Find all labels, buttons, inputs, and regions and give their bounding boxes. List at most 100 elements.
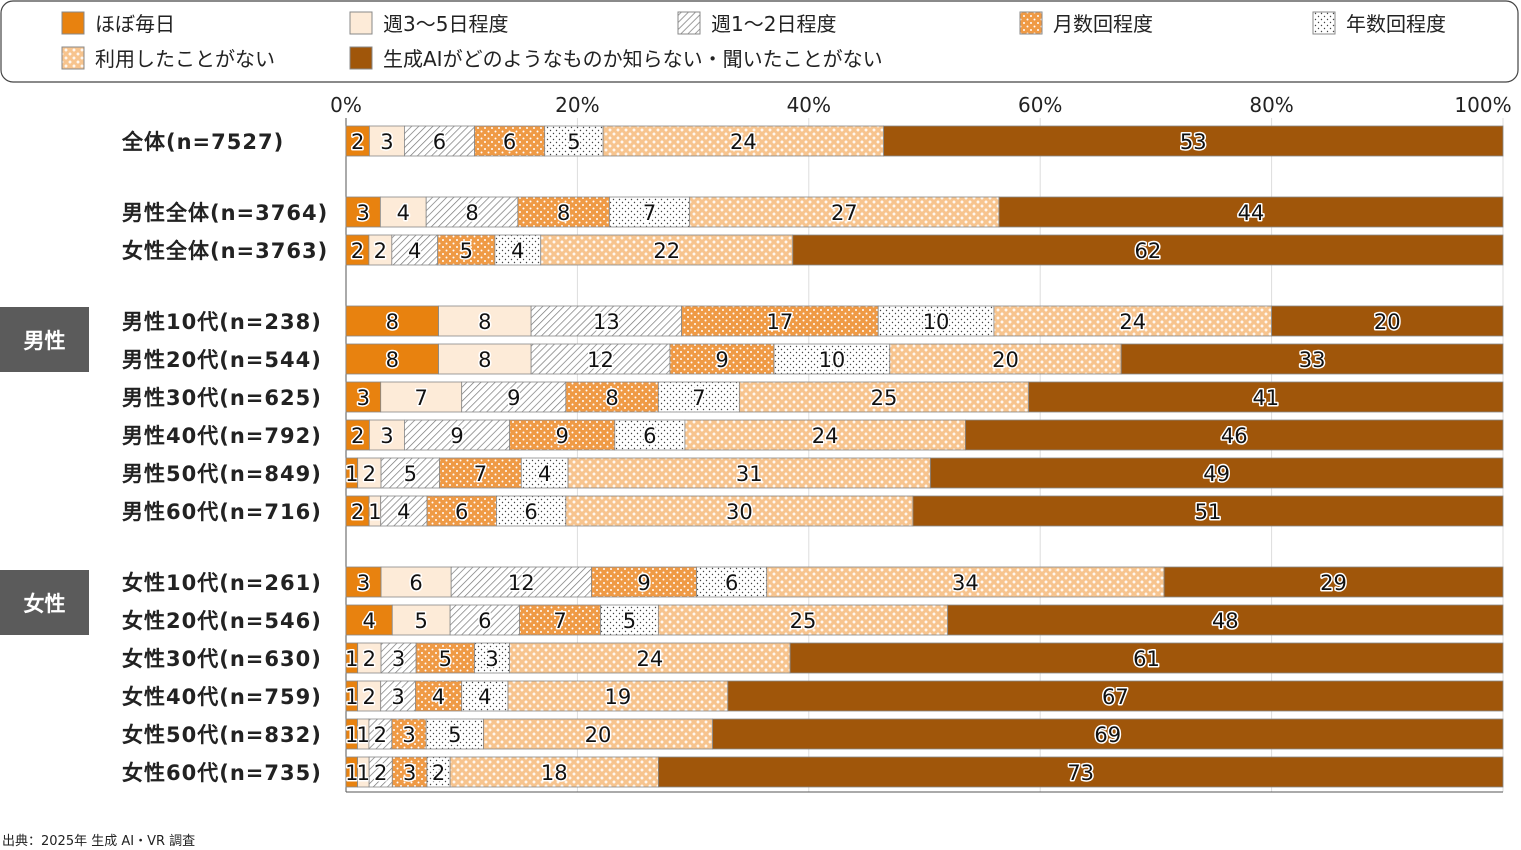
- legend-label: ほぼ毎日: [95, 12, 175, 36]
- x-tick-label: 60%: [1018, 93, 1062, 117]
- data-label: 31: [736, 462, 763, 486]
- data-label: 1: [345, 685, 358, 709]
- row-label: 女性40代(n=759): [122, 685, 322, 709]
- data-label: 46: [1221, 424, 1248, 448]
- data-label: 1: [345, 462, 358, 486]
- data-label: 6: [478, 609, 491, 633]
- bar-segment: [483, 718, 713, 750]
- bar-segment: [567, 457, 931, 489]
- bar-row: 男性30代(n=625) 3 7 9 8 7 25 41: [122, 381, 1504, 413]
- data-label: 69: [1094, 723, 1121, 747]
- data-label: 17: [767, 310, 794, 334]
- bar-row: 女性20代(n=546) 4 5 6 7 5 25 48: [122, 604, 1504, 636]
- data-label: 2: [351, 239, 364, 263]
- data-label: 3: [392, 647, 405, 671]
- legend-swatch: [1019, 11, 1043, 35]
- legend-label: 週1〜2日程度: [711, 12, 836, 36]
- bar-segment: [947, 604, 1504, 636]
- bar-segment: [1271, 305, 1504, 337]
- bar-segment: [883, 125, 1504, 157]
- data-label: 3: [403, 761, 416, 785]
- group-label: 女性: [24, 592, 66, 616]
- row-label: 男性20代(n=544): [122, 348, 322, 372]
- bar-segment: [544, 125, 604, 157]
- data-label: 2: [351, 500, 364, 524]
- x-tick-label: 80%: [1249, 93, 1293, 117]
- row-label: 男性10代(n=238): [122, 310, 322, 334]
- bar-segment: [689, 196, 1000, 228]
- data-label: 53: [1180, 130, 1207, 154]
- bar-segment: [1163, 566, 1504, 598]
- row-label: 男性全体(n=3764): [122, 201, 328, 225]
- bar-segment: [507, 680, 729, 712]
- bar-row: 女性60代(n=735) 11 2 3 2 18 73: [122, 756, 1504, 788]
- bar-row: 男性10代(n=238) 8 8 13 17 10 24 20: [122, 305, 1504, 337]
- legend-swatch: [677, 11, 701, 35]
- bar-segment: [738, 381, 1030, 413]
- data-label: 6: [455, 500, 468, 524]
- data-label: 24: [812, 424, 839, 448]
- bar-segment: [426, 495, 497, 527]
- data-label: 3: [391, 685, 404, 709]
- bar-segment: [345, 604, 393, 636]
- bar-segment: [391, 756, 428, 788]
- data-label: 29: [1320, 571, 1347, 595]
- bar-row: 男性40代(n=792) 2 3 9 9 6 24 46: [122, 419, 1504, 451]
- bar-row: 女性10代(n=261) 3 6 12 9 6 34 29: [122, 566, 1504, 598]
- gridlines: [345, 118, 1504, 793]
- data-label: 25: [871, 386, 898, 410]
- data-label: 6: [643, 424, 656, 448]
- bar-segment: [657, 604, 949, 636]
- bar-segment: [889, 343, 1122, 375]
- data-label: 3: [485, 647, 498, 671]
- data-label: 12: [508, 571, 535, 595]
- data-label: 1: [357, 761, 370, 785]
- bar-segment: [614, 419, 686, 451]
- data-label: 20: [585, 723, 612, 747]
- legend-label: 年数回程度: [1346, 12, 1446, 36]
- data-label: 12: [587, 348, 614, 372]
- data-label: 22: [653, 239, 680, 263]
- bar-segment: [380, 457, 440, 489]
- legend-swatch: [349, 11, 373, 35]
- data-label: 27: [831, 201, 858, 225]
- legend-label: 月数回程度: [1053, 12, 1153, 36]
- data-label: 2: [374, 723, 387, 747]
- bar-segment: [438, 305, 532, 337]
- data-label: 4: [397, 500, 410, 524]
- bar-segment: [912, 495, 1504, 527]
- data-label: 2: [362, 685, 375, 709]
- x-tick-label: 0%: [330, 93, 362, 117]
- data-label: 3: [357, 386, 370, 410]
- data-label: 8: [557, 201, 570, 225]
- data-label: 2: [374, 761, 387, 785]
- data-label: 6: [503, 130, 516, 154]
- bar-segment: [415, 680, 463, 712]
- data-label: 6: [725, 571, 738, 595]
- data-label: 10: [819, 348, 846, 372]
- legend-box: [0, 0, 1519, 83]
- row-label: 女性10代(n=261): [122, 571, 322, 595]
- bar-segment: [540, 234, 794, 266]
- data-label: 73: [1067, 761, 1094, 785]
- data-label: 2: [363, 462, 376, 486]
- data-label: 8: [386, 348, 399, 372]
- bar-segment: [461, 680, 509, 712]
- data-label: 9: [450, 424, 463, 448]
- data-label: 1: [356, 723, 369, 747]
- data-label: 3: [402, 723, 415, 747]
- row-label: 女性全体(n=3763): [122, 239, 328, 263]
- data-label: 2: [351, 424, 364, 448]
- data-label: 9: [637, 571, 650, 595]
- bar-segment: [380, 642, 417, 674]
- data-label: 18: [541, 761, 568, 785]
- data-label: 9: [507, 386, 520, 410]
- legend-label: 週3〜5日程度: [383, 12, 508, 36]
- data-label: 1: [345, 647, 358, 671]
- bar-row: 女性40代(n=759) 1 2 3 4 4 19 67: [122, 680, 1504, 712]
- bar-row: 女性全体(n=3763) 2 2 4 5 4 22 62: [122, 234, 1504, 266]
- row-label: 女性30代(n=630): [122, 647, 322, 671]
